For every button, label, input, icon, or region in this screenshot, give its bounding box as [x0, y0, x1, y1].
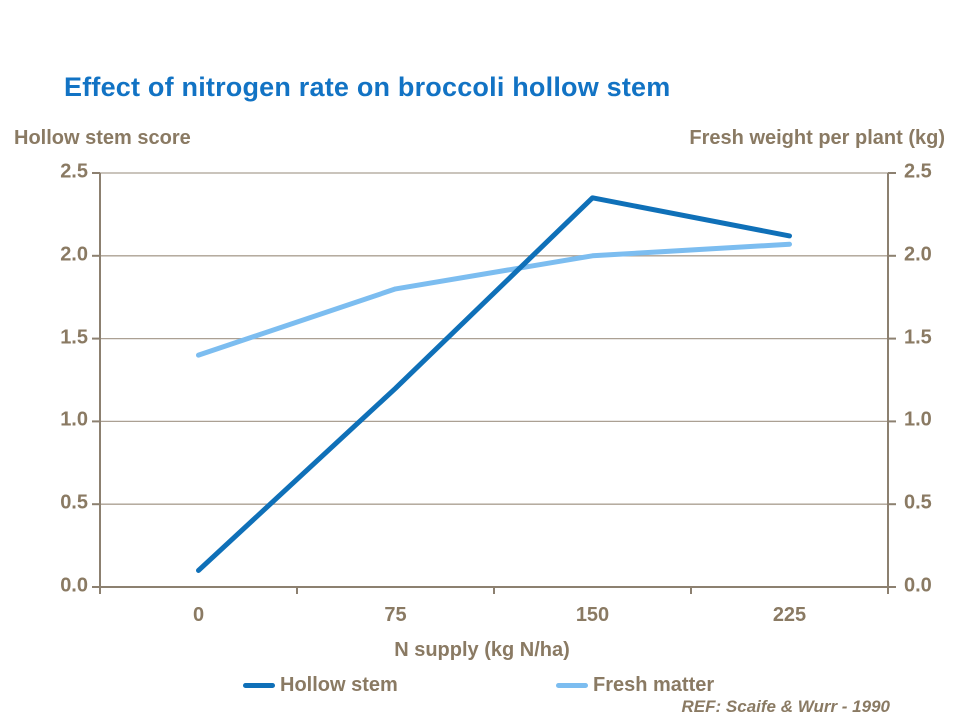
x-axis-title: N supply (kg N/ha) [394, 639, 570, 661]
legend-label-hollow-stem: Hollow stem [280, 674, 398, 696]
y-tick-label-left: 0.0 [60, 574, 88, 597]
x-tick-label: 225 [772, 604, 807, 626]
x-tick-label: 150 [575, 604, 610, 626]
y-tick-label-left: 0.5 [60, 491, 88, 514]
y-tick-label-left: 1.0 [60, 408, 88, 431]
y-tick-label-left: 1.5 [60, 326, 88, 349]
series-line-hollow-stem [196, 195, 792, 573]
reference-note: REF: Scaife & Wurr - 1990 [681, 697, 890, 716]
legend-item-fresh-matter: Fresh matter [556, 674, 714, 697]
x-tick-label: 75 [384, 604, 407, 626]
y-tick-label-right: 1.5 [904, 326, 932, 349]
series-line-fresh-matter [196, 241, 792, 358]
y-tick-label-right: 0.0 [904, 574, 932, 597]
legend-swatch-fresh-matter [556, 683, 588, 688]
left-axis-title: Hollow stem score [14, 127, 191, 149]
y-tick-label-left: 2.0 [60, 243, 88, 266]
y-tick-label-right: 2.5 [904, 160, 932, 183]
legend-item-hollow-stem: Hollow stem [243, 674, 398, 697]
right-axis-title: Fresh weight per plant (kg) [689, 127, 945, 149]
y-tick-label-right: 0.5 [904, 491, 932, 514]
x-tick-label: 0 [192, 604, 205, 626]
y-tick-label-right: 1.0 [904, 408, 932, 431]
y-tick-label-left: 2.5 [60, 160, 88, 183]
legend-label-fresh-matter: Fresh matter [593, 674, 715, 696]
legend-swatch-hollow-stem [243, 683, 275, 688]
chart-title: Effect of nitrogen rate on broccoli holl… [64, 72, 671, 102]
y-tick-label-right: 2.0 [904, 243, 932, 266]
